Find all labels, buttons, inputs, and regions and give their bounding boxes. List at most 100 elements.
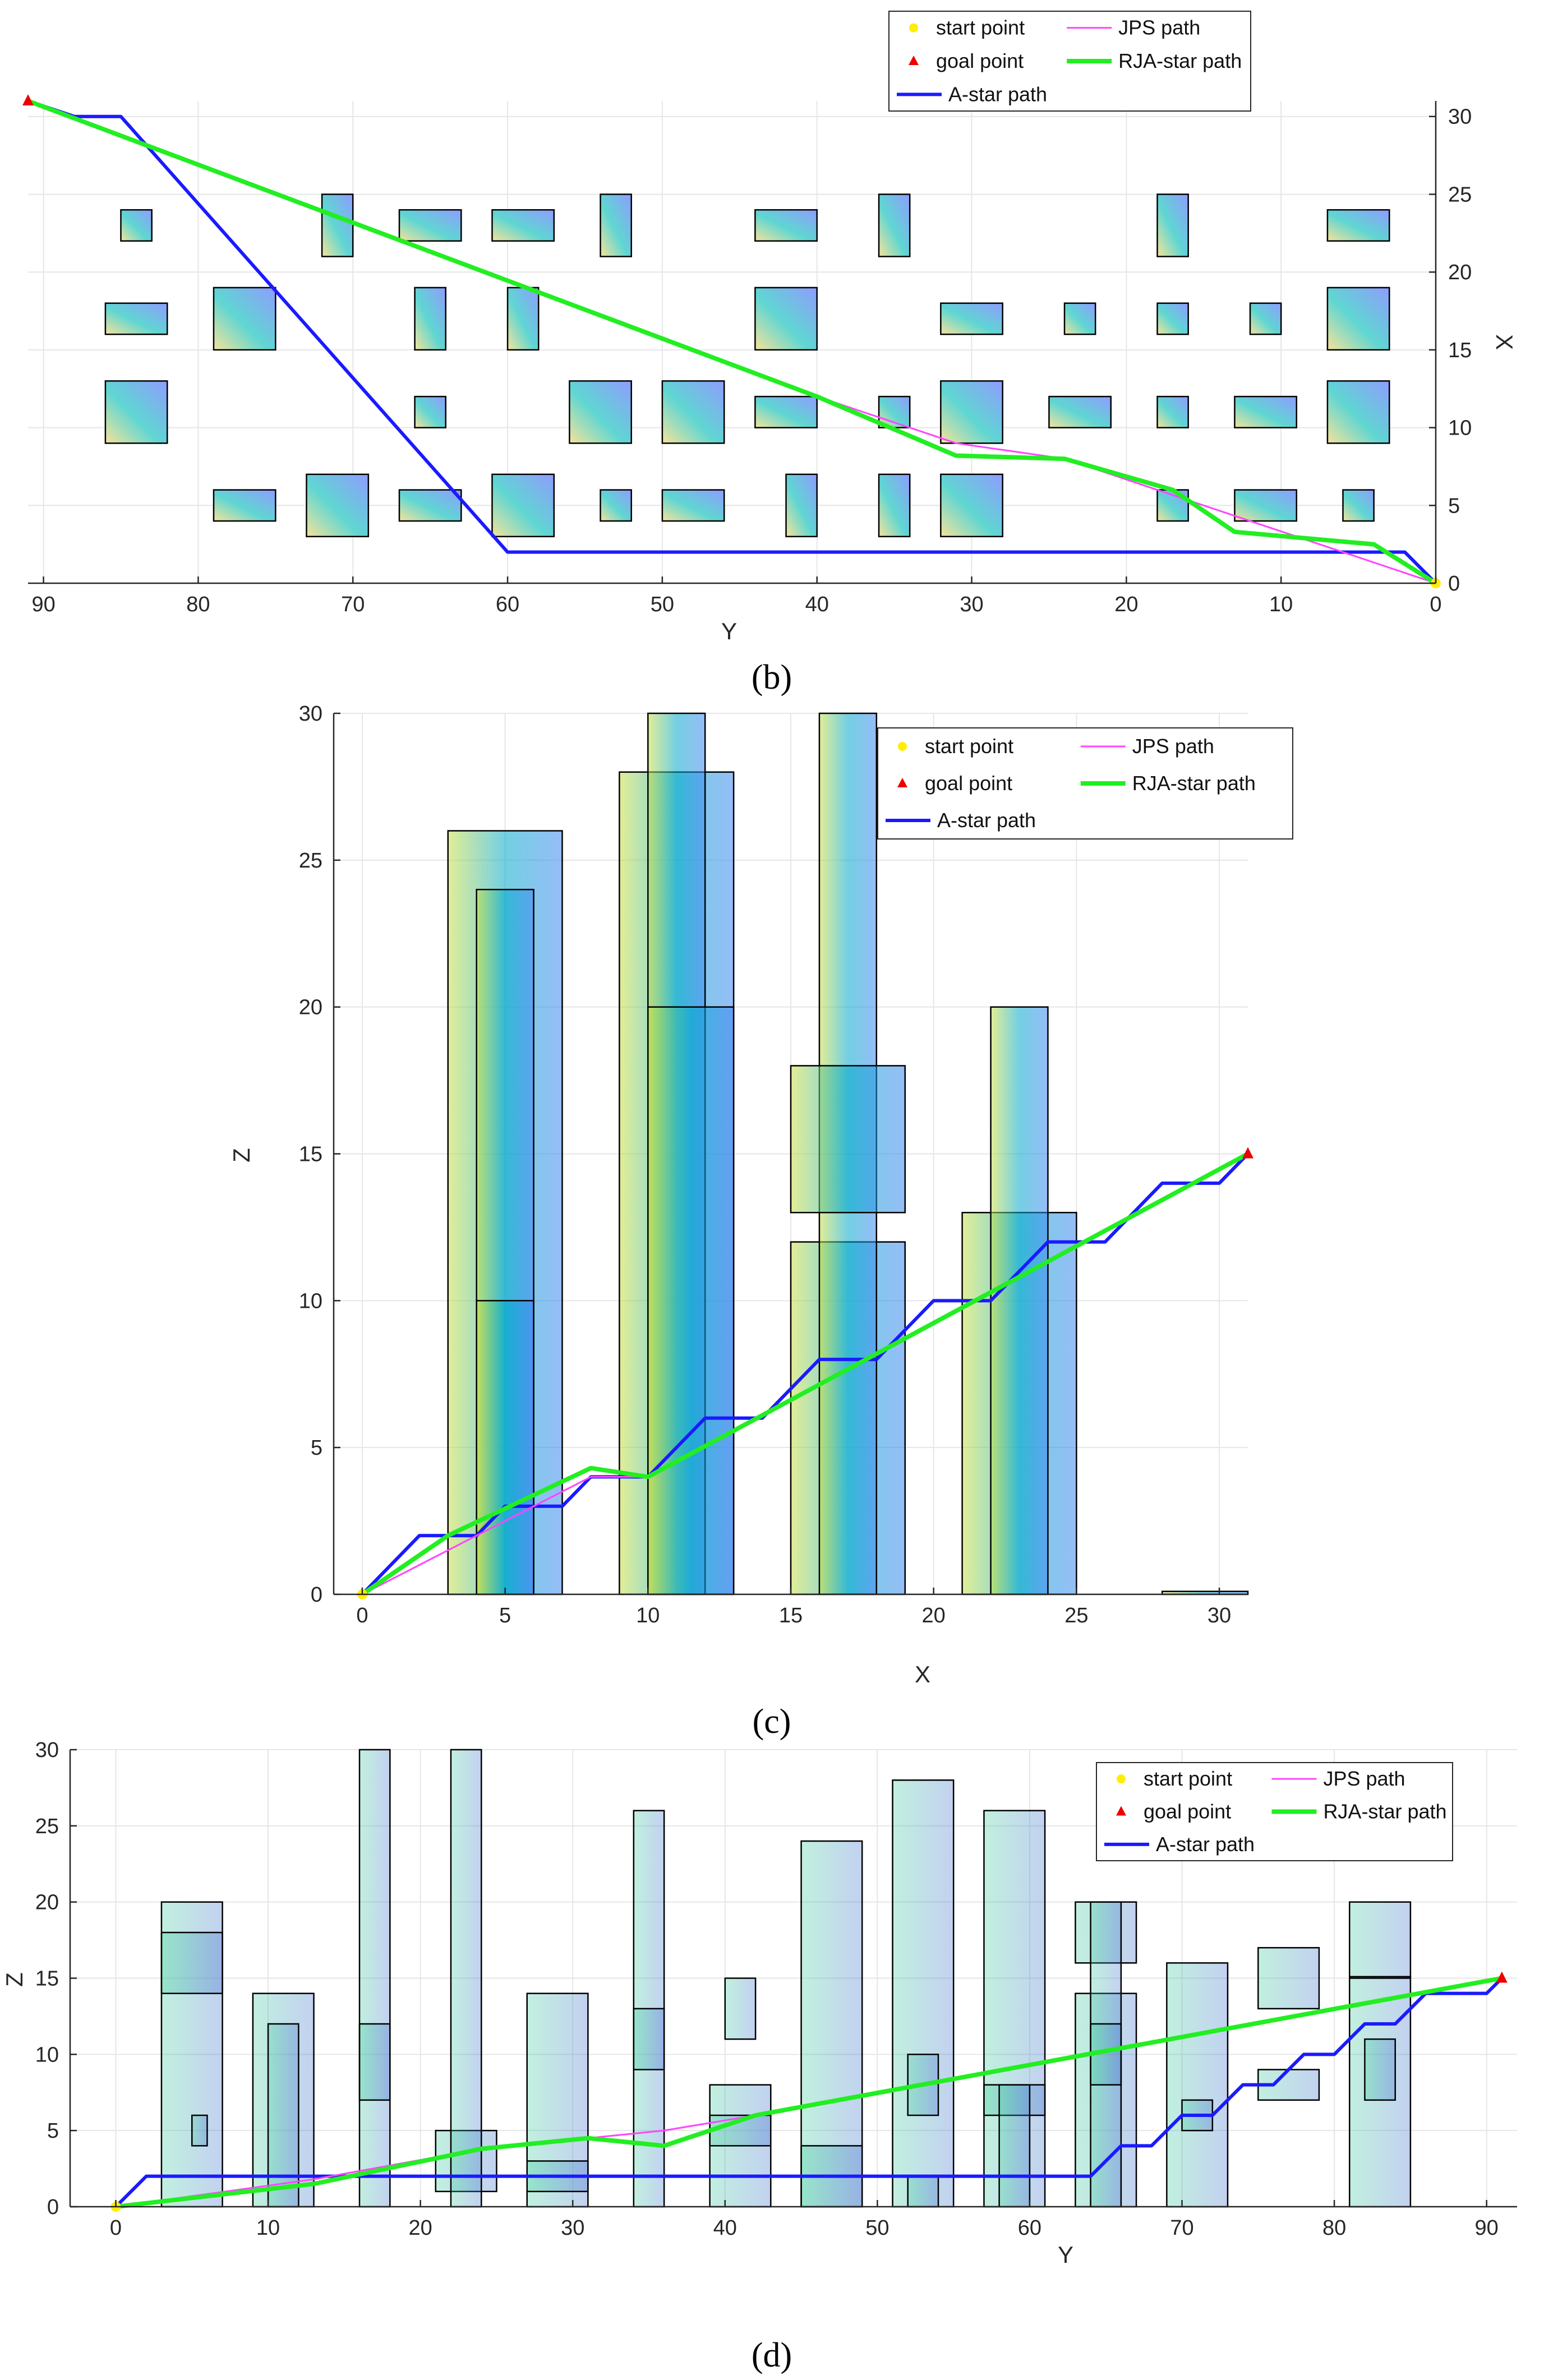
panel-b-top-view: 90 80 70 60 50 40 30 20 10 00 5 10 15 20 25 30 Y X start … xyxy=(22,11,1518,644)
panel-d-axes: 0 10 20 30 40 50 60 70 80 90 0 5 10 15 20 25 30 Y Z xyxy=(1,1738,1517,2268)
obstacle xyxy=(1234,489,1298,522)
obstacle xyxy=(120,209,153,242)
x-tick-label: 80 xyxy=(186,593,210,616)
panel-c-side-view-x: 0 5 10 15 20 25 30 0 5 10 15 20 25 30 X Z start point go… xyxy=(228,702,1293,1687)
y-tick-label: 15 xyxy=(35,1967,59,1991)
legend-astar-label: A-star path xyxy=(1156,1833,1255,1856)
x-tick-label: 50 xyxy=(865,2216,889,2240)
panel-label-d: (d) xyxy=(752,2336,792,2374)
x-tick-label: 5 xyxy=(499,1604,511,1627)
obstacle xyxy=(990,1006,1049,1595)
obstacle xyxy=(450,1749,482,2208)
panel-b-axes: 90 80 70 60 50 40 30 20 10 00 5 10 15 20 25 30 Y X xyxy=(28,101,1518,644)
obstacle xyxy=(785,473,818,538)
obstacle xyxy=(790,1065,906,1214)
obstacle xyxy=(1326,380,1390,444)
obstacle xyxy=(1063,302,1096,335)
y-tick-label: 25 xyxy=(1448,183,1472,206)
obstacle xyxy=(1326,209,1390,242)
legend-astar-label: A-star path xyxy=(948,82,1047,105)
x-tick-label: 80 xyxy=(1322,2216,1346,2240)
x-axis-label: Y xyxy=(721,618,737,644)
obstacle xyxy=(398,489,462,522)
obstacle xyxy=(358,1749,391,2208)
obstacle xyxy=(1048,395,1112,428)
obstacle xyxy=(600,489,632,522)
x-tick-label: 90 xyxy=(31,593,55,616)
obstacle xyxy=(998,2084,1031,2208)
panel-label-b: (b) xyxy=(752,658,792,697)
x-tick-label: 15 xyxy=(779,1604,803,1627)
panel-d-series xyxy=(110,1971,1508,2212)
obstacle xyxy=(358,2023,391,2101)
obstacle xyxy=(724,1977,757,2040)
x-tick-label: 90 xyxy=(1475,2216,1499,2240)
x-tick-label: 20 xyxy=(922,1604,946,1627)
x-tick-label: 0 xyxy=(356,1604,368,1627)
obstacle xyxy=(907,2175,939,2208)
obstacle xyxy=(633,2008,665,2070)
legend-start-label: start point xyxy=(925,735,1013,758)
y-tick-label: 5 xyxy=(1448,494,1460,518)
obstacle xyxy=(476,1300,534,1595)
panel-c-legend: start point goal point A-star path JPS path… xyxy=(877,727,1293,840)
obstacle xyxy=(1257,1947,1320,2010)
obstacle xyxy=(1342,489,1375,522)
legend-jps-label: JPS path xyxy=(1323,1767,1405,1790)
series-rja-line xyxy=(361,1151,1249,1597)
x-tick-label: 10 xyxy=(1269,593,1293,616)
legend-start-label: start point xyxy=(936,16,1025,39)
legend-goal-label: goal point xyxy=(936,49,1024,72)
x-tick-label: 20 xyxy=(408,2216,432,2240)
y-tick-label: 20 xyxy=(35,1891,59,1915)
y-tick-label: 30 xyxy=(1448,105,1472,129)
y-tick-label: 0 xyxy=(1448,572,1460,596)
obstacle xyxy=(1156,193,1189,257)
y-axis-label: Z xyxy=(228,1148,255,1163)
obstacle xyxy=(754,395,818,428)
obstacle xyxy=(647,1006,735,1595)
obstacle xyxy=(1234,395,1298,428)
legend-goal-label: goal point xyxy=(925,772,1012,795)
x-tick-label: 10 xyxy=(256,2216,280,2240)
panel-b-series xyxy=(22,94,1441,588)
legend-goal-marker xyxy=(909,56,919,65)
obstacle xyxy=(754,287,818,351)
obstacle xyxy=(754,209,818,242)
legend-start-marker xyxy=(1117,1774,1126,1784)
obstacle xyxy=(569,380,632,444)
x-tick-label: 40 xyxy=(805,593,829,616)
y-tick-label: 5 xyxy=(311,1436,322,1460)
y-tick-label: 30 xyxy=(299,702,322,726)
y-tick-label: 10 xyxy=(35,2043,59,2067)
panel-c-series xyxy=(357,1147,1253,1599)
y-axis-label: Z xyxy=(1,1972,27,1987)
obstacle xyxy=(661,489,725,522)
legend-goal-marker xyxy=(897,778,907,787)
obstacle xyxy=(506,287,540,351)
legend-jps-label: JPS path xyxy=(1118,16,1200,39)
x-tick-label: 10 xyxy=(636,1604,660,1627)
y-tick-label: 0 xyxy=(47,2195,59,2219)
x-tick-label: 70 xyxy=(341,593,365,616)
obstacle xyxy=(213,287,276,351)
x-tick-label: 30 xyxy=(1207,1604,1231,1627)
x-tick-label: 60 xyxy=(496,593,519,616)
obstacle xyxy=(104,302,168,335)
y-tick-label: 0 xyxy=(311,1583,322,1607)
panel-d-obstacles xyxy=(160,1749,1412,2208)
x-tick-label: 25 xyxy=(1064,1604,1088,1627)
legend-start-label: start point xyxy=(1144,1767,1232,1790)
goal-point-marker xyxy=(1496,1971,1508,1983)
obstacle xyxy=(878,473,911,538)
x-axis-label: Y xyxy=(1058,2241,1073,2268)
y-tick-label: 20 xyxy=(1448,261,1472,284)
y-tick-label: 15 xyxy=(1448,339,1472,362)
obstacle xyxy=(1364,2038,1396,2101)
obstacle xyxy=(1349,1976,1412,1979)
goal-point-marker xyxy=(22,94,34,105)
y-tick-label: 15 xyxy=(299,1143,322,1166)
x-tick-label: 60 xyxy=(1018,2216,1041,2240)
obstacle xyxy=(104,380,168,444)
obstacle xyxy=(321,193,354,257)
